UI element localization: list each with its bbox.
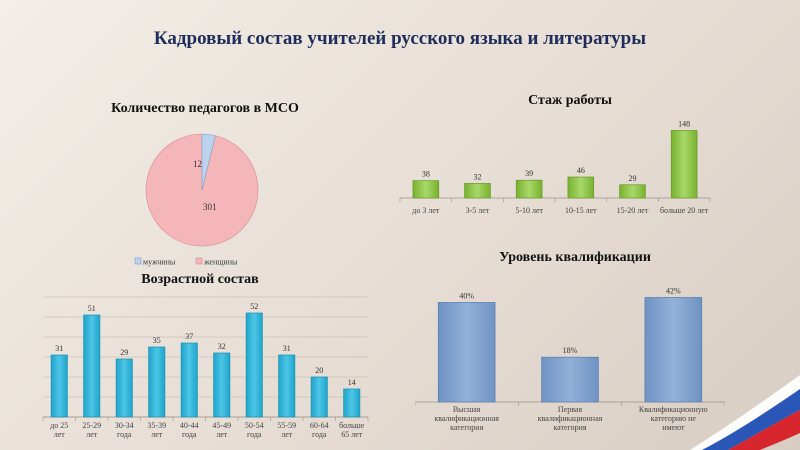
data-label: 29 — [629, 174, 637, 183]
tick-label: 25-29 лет — [82, 421, 101, 439]
data-label: 52 — [250, 302, 258, 311]
tick-label: Квалификационную категорию не имеют — [639, 405, 708, 432]
tick-label: 45-49 лет — [212, 421, 231, 439]
data-label: 20 — [315, 366, 323, 375]
bar — [464, 183, 491, 199]
bar — [567, 176, 595, 199]
age-chart: 31 до 25 лет 51 25-29 лет 29 30-34 года 35 35-39 ле… — [42, 296, 369, 439]
data-label: 39 — [525, 169, 533, 178]
tick-label: до 25 лет — [50, 421, 68, 439]
data-label: 42% — [666, 286, 681, 295]
bar — [83, 314, 101, 418]
pie-label-men: 12 — [193, 159, 202, 169]
data-label: 148 — [678, 119, 690, 128]
bar — [412, 180, 440, 199]
tick-label: 40-44 года — [180, 421, 199, 439]
bar — [115, 358, 133, 418]
legend-swatch-men — [134, 257, 142, 265]
bar — [541, 356, 599, 403]
bar — [278, 354, 296, 418]
legend-swatch-women — [195, 257, 203, 265]
tick-label: до 3 лет — [412, 206, 440, 215]
pie-chart-title: Количество педагогов в МСО — [111, 101, 299, 116]
tick-label: 5-10 лет — [515, 206, 543, 215]
pie-legend: мужчины женщины — [134, 257, 238, 267]
tick-label: 60-64 года — [310, 421, 329, 439]
bar — [644, 297, 703, 403]
data-label: 32 — [474, 172, 482, 181]
legend-label-men: мужчины — [143, 258, 176, 267]
tick-label: 10-15 лет — [565, 206, 597, 215]
legend-label-women: женщины — [203, 258, 238, 267]
qualification-chart-title: Уровень квалификации — [499, 250, 651, 265]
experience-chart-title: Стаж работы — [528, 93, 612, 108]
tick-label: 3-5 лет — [466, 206, 490, 215]
bar — [213, 352, 231, 418]
data-label: 18% — [563, 346, 578, 355]
data-label: 37 — [185, 332, 193, 341]
experience-chart: 38 до 3 лет 32 3-5 лет 39 5-10 лет 46 10-15 лет… — [399, 119, 711, 215]
data-label: 14 — [348, 378, 356, 387]
data-label: 46 — [577, 166, 585, 175]
tick-label: Высшая квалификационная категория — [434, 405, 499, 432]
russian-flag-decoration — [690, 375, 800, 450]
data-label: 31 — [283, 344, 291, 353]
age-chart-title: Возрастной состав — [141, 272, 259, 287]
bar — [50, 354, 68, 418]
data-label: 29 — [120, 348, 128, 357]
data-label: 38 — [422, 170, 430, 179]
tick-label: больше 65 лет — [339, 421, 365, 439]
bar — [343, 388, 361, 418]
bar — [437, 302, 496, 403]
tick-label: 15-20 лет — [617, 206, 649, 215]
bar — [245, 312, 263, 418]
slide-title: Кадровый состав учителей русского языка … — [153, 28, 647, 49]
tick-label: 55-59 лет — [277, 421, 296, 439]
bar — [670, 130, 698, 199]
bar — [148, 346, 166, 418]
bar — [310, 376, 328, 418]
bar — [180, 342, 198, 418]
bar — [619, 184, 646, 199]
pie-label-women: 301 — [203, 202, 217, 212]
bar — [515, 179, 543, 199]
qualification-chart: 40% Высшая квалификационная категория 18% Пер… — [415, 286, 725, 432]
pie-slice-men — [201, 133, 216, 191]
tick-label: 50-54 года — [245, 421, 264, 439]
data-label: 32 — [218, 342, 226, 351]
tick-label: 35-39 лет — [147, 421, 166, 439]
tick-label: больше 20 лет — [660, 206, 709, 215]
pie-chart: 12 301 — [145, 133, 259, 247]
data-label: 35 — [153, 336, 161, 345]
data-label: 31 — [55, 344, 63, 353]
tick-label: 30-34 года — [115, 421, 134, 439]
data-label: 51 — [88, 304, 96, 313]
tick-label: Первая квалификационная категория — [538, 405, 603, 432]
data-label: 40% — [459, 291, 474, 300]
